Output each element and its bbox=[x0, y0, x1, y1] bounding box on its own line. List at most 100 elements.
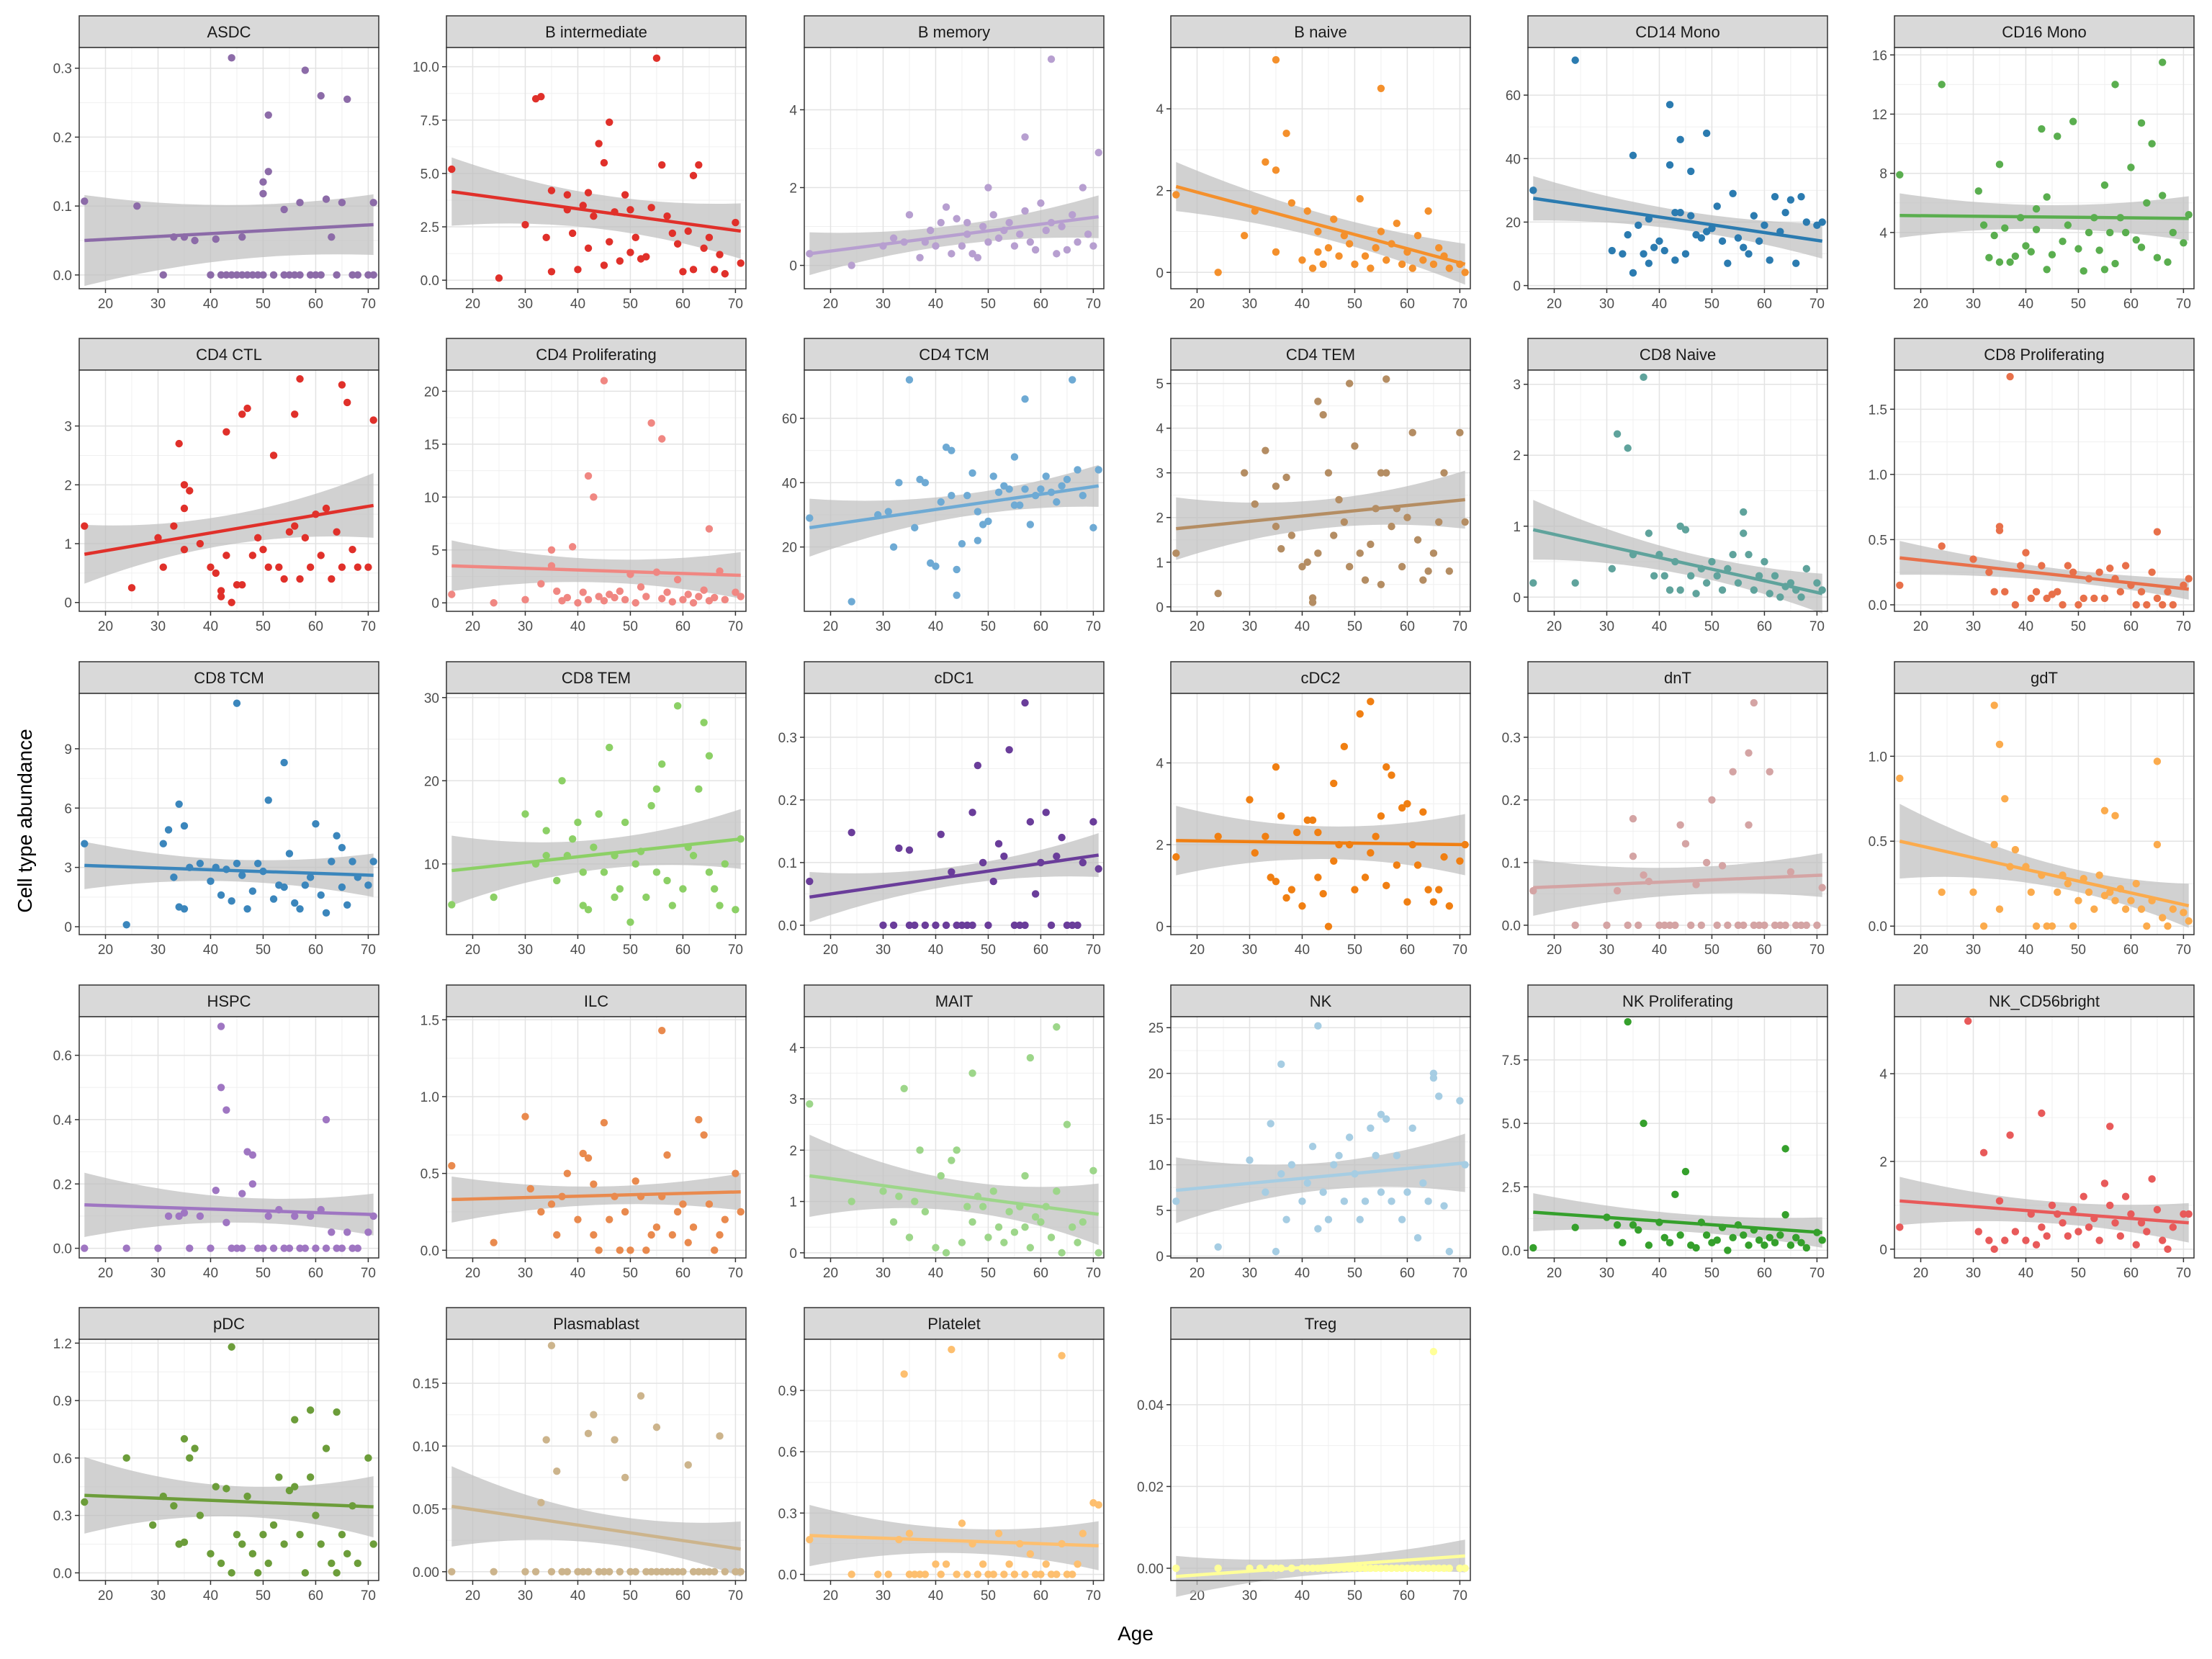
data-point bbox=[689, 1223, 698, 1231]
data-point bbox=[984, 517, 992, 526]
data-point bbox=[228, 897, 235, 905]
data-point bbox=[974, 508, 982, 516]
data-point bbox=[1037, 199, 1045, 207]
y-tick-label: 2 bbox=[789, 181, 797, 197]
data-point bbox=[606, 1215, 613, 1223]
data-point bbox=[1377, 1564, 1385, 1573]
data-point bbox=[558, 777, 566, 785]
data-point bbox=[1393, 219, 1401, 228]
x-tick-label: 40 bbox=[2018, 943, 2033, 958]
x-tick-label: 60 bbox=[1400, 1266, 1415, 1281]
data-point bbox=[1345, 379, 1354, 387]
data-point bbox=[180, 905, 189, 913]
data-point bbox=[2038, 125, 2046, 133]
y-tick-label: 0.04 bbox=[1137, 1398, 1164, 1413]
y-tick-label: 0.9 bbox=[53, 1394, 72, 1409]
x-tick-label: 20 bbox=[823, 1266, 838, 1281]
data-point bbox=[658, 760, 666, 768]
trend-line bbox=[451, 1190, 741, 1202]
confidence-band bbox=[451, 1466, 741, 1577]
data-point bbox=[2074, 601, 2082, 609]
data-point bbox=[937, 498, 945, 506]
data-point bbox=[889, 1218, 898, 1226]
data-point bbox=[1298, 256, 1306, 264]
data-point bbox=[689, 599, 698, 607]
data-point bbox=[2054, 588, 2062, 596]
data-point bbox=[953, 1146, 961, 1154]
data-point bbox=[1713, 572, 1721, 580]
data-point bbox=[159, 271, 167, 279]
data-point bbox=[1771, 921, 1779, 930]
data-point bbox=[1367, 1124, 1375, 1133]
data-point bbox=[621, 1473, 629, 1482]
data-point bbox=[537, 580, 545, 588]
data-point bbox=[1440, 1564, 1448, 1573]
data-point bbox=[228, 1569, 235, 1577]
data-point bbox=[343, 901, 351, 909]
x-tick-label: 70 bbox=[2176, 619, 2191, 634]
data-point bbox=[2011, 1228, 2020, 1236]
data-point bbox=[1429, 549, 1438, 557]
trend-line bbox=[1533, 873, 1822, 889]
y-tick-label: 0.2 bbox=[778, 793, 797, 809]
x-tick-label: 20 bbox=[98, 1588, 113, 1604]
data-point bbox=[989, 1187, 997, 1195]
x-tick-label: 50 bbox=[623, 943, 638, 958]
data-point bbox=[611, 1436, 619, 1444]
data-point bbox=[338, 199, 346, 207]
x-tick-label: 70 bbox=[1452, 943, 1467, 958]
y-tick-label: 20 bbox=[424, 385, 439, 400]
data-point bbox=[584, 244, 593, 252]
data-point bbox=[269, 1521, 278, 1529]
data-point bbox=[1734, 234, 1743, 242]
confidence-band bbox=[1533, 176, 1822, 259]
data-point bbox=[647, 801, 655, 810]
data-point bbox=[2111, 1219, 2119, 1227]
data-point bbox=[2111, 811, 2119, 820]
data-point bbox=[1797, 921, 1805, 930]
trend-line bbox=[84, 1203, 374, 1216]
data-point bbox=[233, 1530, 241, 1539]
x-axis-title: Age bbox=[1118, 1622, 1154, 1645]
data-point bbox=[2069, 1205, 2077, 1214]
y-tick-label: 0.0 bbox=[1502, 1244, 1521, 1259]
data-point bbox=[1781, 921, 1789, 930]
data-point bbox=[2164, 1245, 2172, 1254]
data-point bbox=[1681, 1167, 1690, 1176]
data-point bbox=[1660, 1233, 1668, 1241]
data-point bbox=[1292, 828, 1301, 837]
data-point bbox=[1624, 1017, 1632, 1026]
y-tick-label: 0.3 bbox=[1502, 731, 1521, 746]
data-point bbox=[621, 818, 629, 827]
data-point bbox=[2001, 588, 2009, 596]
data-point bbox=[626, 206, 634, 214]
strip-title-asdc: ASDC bbox=[207, 23, 251, 41]
data-point bbox=[1671, 1190, 1679, 1199]
data-point bbox=[553, 876, 561, 885]
strip-title-nk-proliferating: NK Proliferating bbox=[1622, 992, 1733, 1010]
data-point bbox=[595, 140, 603, 148]
trend-line bbox=[1532, 528, 1823, 595]
data-point bbox=[1640, 373, 1647, 382]
data-point bbox=[1671, 921, 1679, 930]
data-point bbox=[2106, 1201, 2114, 1210]
strip-cd4-tcm bbox=[804, 338, 1105, 371]
plot-area-ilc bbox=[446, 1017, 746, 1258]
data-point bbox=[259, 1530, 267, 1539]
x-tick-label: 30 bbox=[1242, 619, 1257, 634]
y-tick-label: 40 bbox=[782, 476, 797, 491]
data-point bbox=[1377, 812, 1385, 820]
data-point bbox=[673, 575, 682, 584]
data-point bbox=[1262, 832, 1269, 840]
data-point bbox=[584, 595, 593, 604]
y-tick-label: 1.5 bbox=[1869, 403, 1887, 418]
x-tick-label: 30 bbox=[1242, 1588, 1257, 1604]
y-tick-label: 1.5 bbox=[421, 1013, 439, 1028]
data-point bbox=[1529, 1244, 1537, 1252]
data-point bbox=[1314, 828, 1322, 837]
y-tick-label: 0.5 bbox=[421, 1167, 439, 1182]
data-point bbox=[1272, 482, 1280, 490]
data-point bbox=[217, 1084, 225, 1092]
